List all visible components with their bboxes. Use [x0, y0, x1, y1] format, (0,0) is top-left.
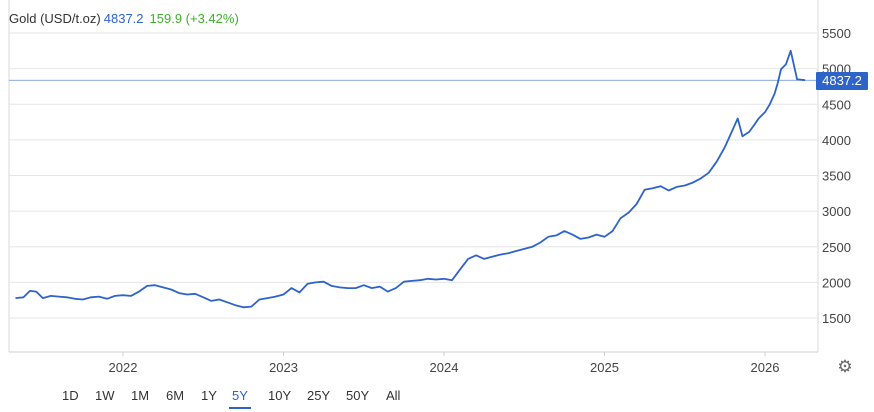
x-tick-label: 2023 [269, 360, 298, 375]
last-price-badge: 4837.2 [816, 72, 868, 90]
range-button-1d[interactable]: 1D [62, 388, 79, 403]
y-tick-label: 3000 [822, 204, 851, 219]
x-tick-label: 2026 [751, 360, 780, 375]
x-tick-label: 2024 [430, 360, 459, 375]
y-tick-label: 1500 [822, 311, 851, 326]
price-chart: 1500200025003000350040004500500055002022… [8, 0, 851, 375]
y-tick-label: 5500 [822, 26, 851, 41]
chart-header: Gold (USD/t.oz) 4837.2 159.9 (+3.42%) [9, 11, 239, 26]
range-button-50y[interactable]: 50Y [346, 388, 370, 403]
price-change: 159.9 (+3.42%) [149, 11, 239, 26]
price-series-line [15, 49, 806, 309]
range-button-5y[interactable]: 5Y [229, 387, 251, 409]
range-button-25y[interactable]: 25Y [307, 388, 331, 403]
x-tick-label: 2025 [590, 360, 619, 375]
range-selector: 1D 1W 1M 6M 1Y 5Y 10Y 25Y 50Y All [0, 380, 874, 412]
y-tick-label: 4000 [822, 133, 851, 148]
range-button-1m[interactable]: 1M [131, 388, 150, 403]
y-tick-label: 2500 [822, 240, 851, 255]
range-button-10y[interactable]: 10Y [268, 388, 292, 403]
x-tick-label: 2022 [109, 360, 138, 375]
instrument-name: Gold (USD/t.oz) [9, 11, 101, 26]
range-button-1w[interactable]: 1W [95, 388, 115, 403]
gear-icon[interactable]: ⚙ [837, 357, 853, 376]
range-button-6m[interactable]: 6M [166, 388, 185, 403]
current-price: 4837.2 [103, 11, 144, 26]
y-tick-label: 4500 [822, 97, 851, 112]
y-tick-label: 3500 [822, 169, 851, 184]
y-tick-label: 2000 [822, 275, 851, 290]
range-button-1y[interactable]: 1Y [201, 388, 217, 403]
range-button-all[interactable]: All [386, 388, 401, 403]
